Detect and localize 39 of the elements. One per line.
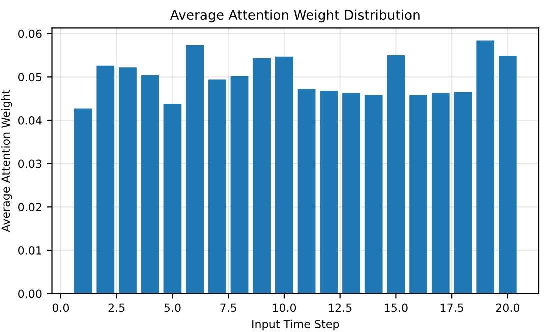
bar bbox=[476, 40, 495, 294]
x-tick-label: 5.0 bbox=[164, 304, 181, 312]
x-tick-label: 7.5 bbox=[220, 304, 236, 312]
bar bbox=[387, 56, 406, 294]
bar bbox=[230, 76, 249, 294]
bar bbox=[410, 95, 428, 294]
y-axis-title: Average Attention Weight bbox=[1, 90, 12, 232]
bar bbox=[298, 89, 316, 294]
x-tick-label: 20.0 bbox=[496, 304, 520, 312]
bar bbox=[498, 56, 517, 294]
y-tick-label: 0.00 bbox=[18, 290, 42, 298]
x-tick-label: 17.5 bbox=[440, 304, 464, 312]
y-tick-label: 0.02 bbox=[18, 203, 42, 212]
bar bbox=[164, 104, 182, 294]
bar bbox=[74, 108, 92, 294]
x-tick-label: 0.0 bbox=[52, 304, 70, 312]
y-tick-label: 0.06 bbox=[18, 30, 42, 38]
x-tick-label: 2.5 bbox=[108, 304, 125, 312]
y-tick-label: 0.04 bbox=[18, 116, 42, 125]
bar bbox=[454, 92, 472, 294]
y-tick-label: 0.01 bbox=[18, 246, 42, 255]
bar bbox=[432, 93, 450, 294]
bar bbox=[119, 68, 137, 294]
bar bbox=[253, 58, 272, 294]
x-tick-label: 15.0 bbox=[385, 304, 408, 312]
bar bbox=[96, 66, 115, 294]
bar bbox=[186, 46, 204, 294]
x-tick-label: 12.5 bbox=[329, 304, 352, 312]
y-tick-label: 0.03 bbox=[18, 160, 42, 168]
bar bbox=[208, 80, 226, 294]
chart-title: Average Attention Weight Distribution bbox=[170, 10, 420, 23]
bar bbox=[276, 56, 294, 294]
x-tick-label: 10.0 bbox=[273, 304, 296, 312]
y-tick-label: 0.05 bbox=[18, 73, 42, 82]
bar bbox=[342, 93, 360, 294]
bar bbox=[364, 95, 383, 294]
bar bbox=[141, 75, 160, 294]
bar bbox=[320, 91, 338, 294]
x-axis-title: Input Time Step bbox=[252, 320, 340, 331]
